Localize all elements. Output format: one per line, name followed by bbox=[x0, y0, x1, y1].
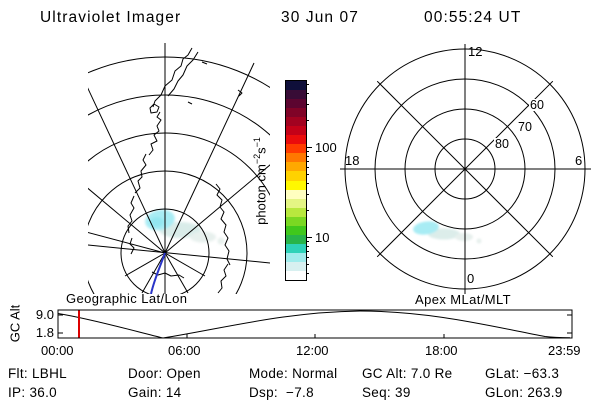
header-time: 00:55:24 UT bbox=[424, 9, 522, 26]
xtick-1200: 12:00 bbox=[296, 343, 329, 358]
ytick-9: 9.0 bbox=[35, 307, 54, 322]
map-aurora-patch bbox=[145, 209, 225, 245]
colorbar-minor-tick bbox=[306, 273, 309, 274]
polar-grid bbox=[340, 44, 591, 294]
colorbar-band bbox=[286, 117, 306, 127]
colorbar-minor-tick bbox=[306, 183, 309, 184]
colorbar-tick-label: 10 bbox=[315, 230, 330, 245]
colorbar-minor-tick bbox=[306, 104, 309, 105]
colorbar-band bbox=[286, 270, 306, 281]
polar-ring-60-label: 60 bbox=[529, 98, 545, 112]
map-caption: Geographic Lat/Lon bbox=[66, 291, 188, 306]
polar-mlt-0-label: 0 bbox=[467, 271, 475, 286]
colorbar-band bbox=[286, 135, 306, 145]
polar-plot-panel bbox=[340, 44, 591, 294]
colorbar-band bbox=[286, 108, 306, 118]
colorbar-band bbox=[286, 243, 306, 253]
colorbar-band bbox=[286, 261, 306, 271]
status-gain: Gain: 14 bbox=[128, 385, 182, 400]
colorbar-minor-tick bbox=[306, 257, 309, 258]
colorbar-band bbox=[286, 171, 306, 181]
colorbar-band bbox=[286, 153, 306, 163]
gc-alt-strip-chart bbox=[57, 309, 573, 339]
map-orbit-track bbox=[150, 252, 166, 294]
polar-caption: Apex MLat/MLT bbox=[415, 292, 511, 307]
colorbar-minor-tick bbox=[306, 241, 309, 242]
intensity-colorbar bbox=[285, 80, 307, 281]
ytick-1-8: 1.8 bbox=[35, 325, 54, 340]
colorbar-band bbox=[286, 189, 306, 199]
status-glon: GLon: 263.9 bbox=[485, 385, 563, 400]
colorbar-major-tick bbox=[306, 237, 312, 238]
status-seq: Seq: 39 bbox=[362, 385, 411, 400]
colorbar-band bbox=[286, 252, 306, 262]
map-grid bbox=[88, 43, 270, 294]
xtick-1800: 18:00 bbox=[425, 343, 458, 358]
strip-chart-frame bbox=[57, 309, 573, 339]
colorbar-minor-tick bbox=[306, 174, 309, 175]
polar-ring-70-label: 70 bbox=[517, 120, 533, 134]
polar-mlt-18-label: 18 bbox=[345, 153, 360, 168]
status-gc-alt: GC Alt: 7.0 Re bbox=[362, 366, 453, 381]
status-filter: Flt: LBHL bbox=[8, 366, 67, 381]
polar-mlt-6-label: 6 bbox=[575, 153, 583, 168]
colorbar-band bbox=[286, 126, 306, 136]
status-glat: GLat: −63.3 bbox=[485, 366, 560, 381]
colorbar-minor-tick bbox=[306, 156, 309, 157]
colorbar-minor-tick bbox=[306, 194, 309, 195]
colorbar-band bbox=[286, 234, 306, 244]
gc-alt-curve bbox=[57, 310, 571, 339]
polar-ring-80-label: 80 bbox=[494, 137, 510, 151]
polar-aurora-patch bbox=[413, 221, 482, 244]
colorbar-minor-tick bbox=[306, 93, 309, 94]
colorbar-band bbox=[286, 216, 306, 226]
xtick-0000: 00:00 bbox=[41, 343, 74, 358]
colorbar-tick-label: 100 bbox=[315, 140, 337, 155]
status-ip: IP: 36.0 bbox=[8, 385, 57, 400]
colorbar-minor-tick bbox=[306, 167, 309, 168]
colorbar-minor-tick bbox=[306, 84, 309, 85]
colorbar-band bbox=[286, 144, 306, 154]
colorbar-unit-label: photon cm−2s−1 bbox=[252, 137, 269, 225]
status-mode: Mode: Normal bbox=[249, 366, 338, 381]
header-date: 30 Jun 07 bbox=[281, 9, 359, 26]
colorbar-band bbox=[286, 162, 306, 172]
colorbar-band bbox=[286, 90, 306, 100]
colorbar-band bbox=[286, 180, 306, 190]
status-door: Door: Open bbox=[128, 366, 201, 381]
colorbar-band bbox=[286, 207, 306, 217]
colorbar-major-tick bbox=[306, 147, 312, 148]
strip-chart-ticks bbox=[58, 314, 572, 338]
colorbar-minor-tick bbox=[306, 210, 309, 211]
xtick-0600: 06:00 bbox=[168, 343, 201, 358]
colorbar-band bbox=[286, 225, 306, 235]
colorbar-band bbox=[286, 81, 306, 91]
colorbar-band bbox=[286, 99, 306, 109]
colorbar-minor-tick bbox=[306, 246, 309, 247]
map-coastlines bbox=[127, 47, 243, 294]
colorbar-minor-tick bbox=[306, 161, 309, 162]
geographic-map-panel bbox=[88, 43, 270, 294]
colorbar-minor-tick bbox=[306, 120, 309, 121]
colorbar-ticks: 100 10 bbox=[306, 80, 350, 280]
gc-alt-axis-label: GC Alt bbox=[7, 304, 23, 343]
colorbar-minor-tick bbox=[306, 151, 309, 152]
colorbar-minor-tick bbox=[306, 264, 309, 265]
colorbar-band bbox=[286, 198, 306, 208]
status-dsp: Dsp: −7.8 bbox=[249, 385, 314, 400]
xtick-2359: 23:59 bbox=[548, 343, 581, 358]
colorbar-minor-tick bbox=[306, 251, 309, 252]
polar-mlt-12-label: 12 bbox=[468, 44, 483, 59]
app-title: Ultraviolet Imager bbox=[40, 9, 182, 26]
